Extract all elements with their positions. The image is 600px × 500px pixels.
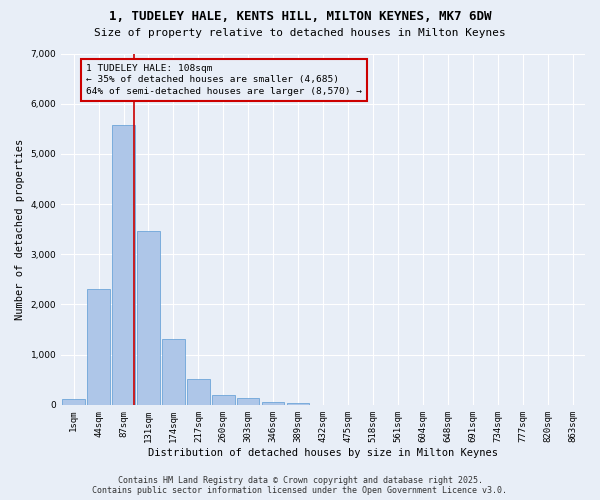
Bar (162, 339, 185, 405)
Text: 1, TUDELEY HALE, KENTS HILL, MILTON KEYNES, MK7 6DW: 1, TUDELEY HALE, KENTS HILL, MILTON KEYN… (109, 10, 491, 23)
Y-axis label: Number of detached properties: Number of detached properties (15, 138, 25, 320)
X-axis label: Distribution of detached houses by size in Milton Keynes: Distribution of detached houses by size … (148, 448, 498, 458)
Bar (212, 395, 235, 405)
Bar (237, 398, 259, 405)
Text: Size of property relative to detached houses in Milton Keynes: Size of property relative to detached ho… (94, 28, 506, 38)
Bar (262, 402, 284, 405)
Bar (287, 404, 310, 405)
Bar (187, 379, 209, 405)
Text: 1 TUDELEY HALE: 108sqm
← 35% of detached houses are smaller (4,685)
64% of semi-: 1 TUDELEY HALE: 108sqm ← 35% of detached… (86, 64, 362, 96)
Bar (88, 290, 110, 405)
Bar (137, 231, 160, 405)
Bar (112, 125, 135, 405)
Bar (62, 399, 85, 405)
Text: Contains HM Land Registry data © Crown copyright and database right 2025.
Contai: Contains HM Land Registry data © Crown c… (92, 476, 508, 495)
